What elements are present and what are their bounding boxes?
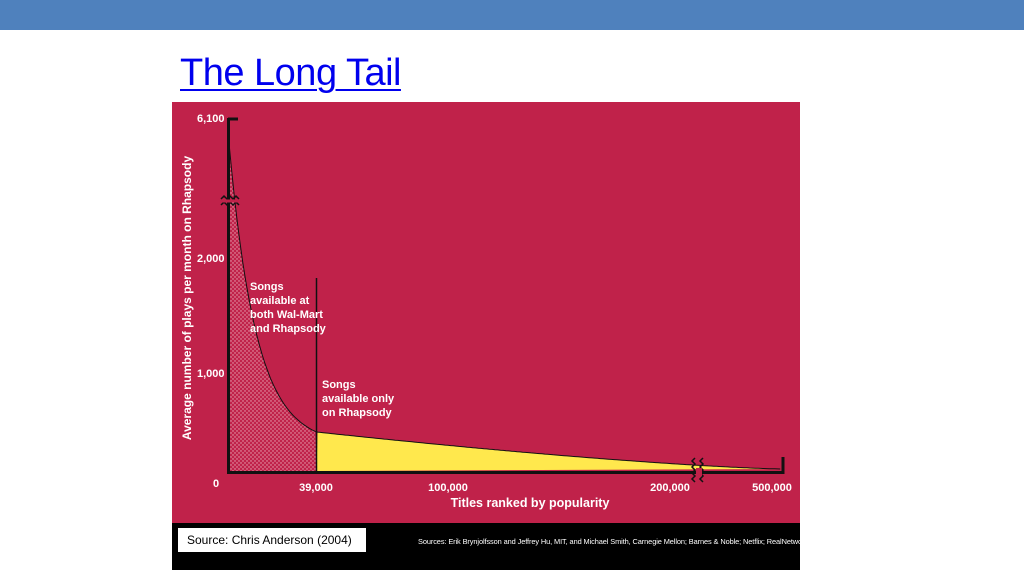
slide-header-bar bbox=[0, 0, 1024, 30]
long-tail-chart: 6,100 2,000 1,000 0 39,000 100,000 200,0… bbox=[180, 113, 792, 510]
source-note: Source: Chris Anderson (2004) bbox=[178, 528, 366, 552]
x-tick-label: 500,000 bbox=[752, 482, 792, 494]
figure-credits: Sources: Erik Brynjolfsson and Jeffrey H… bbox=[418, 537, 800, 546]
x-break-gap bbox=[696, 468, 702, 476]
x-axis-break bbox=[690, 457, 697, 483]
demand-curve bbox=[228, 142, 781, 470]
x-axis-title: Titles ranked by popularity bbox=[451, 496, 610, 510]
y-tick-label: 2,000 bbox=[197, 253, 225, 265]
annotation-rhapsody-only: Songs available only on Rhapsody bbox=[322, 379, 397, 419]
slide-title[interactable]: The Long Tail bbox=[180, 52, 401, 94]
y-tick-label: 1,000 bbox=[197, 368, 225, 380]
x-tick-label: 39,000 bbox=[299, 482, 333, 494]
y-axis-break bbox=[220, 194, 240, 201]
y-break-gap bbox=[221, 199, 239, 203]
y-tick-label: 6,100 bbox=[197, 113, 225, 125]
x-tick-label: 100,000 bbox=[428, 482, 468, 494]
long-tail-figure: 6,100 2,000 1,000 0 39,000 100,000 200,0… bbox=[172, 102, 800, 570]
x-axis-break bbox=[698, 457, 705, 483]
x-tick-label: 200,000 bbox=[650, 482, 690, 494]
figure-footer: Source: Chris Anderson (2004) Sources: E… bbox=[172, 523, 800, 570]
tail-area bbox=[316, 432, 781, 471]
annotation-both-stores: Songs available at both Wal-Mart and Rha… bbox=[250, 281, 327, 335]
y-tick-label: 0 bbox=[213, 478, 219, 490]
head-area bbox=[229, 120, 317, 471]
y-axis-title: Average number of plays per month on Rha… bbox=[180, 156, 194, 441]
